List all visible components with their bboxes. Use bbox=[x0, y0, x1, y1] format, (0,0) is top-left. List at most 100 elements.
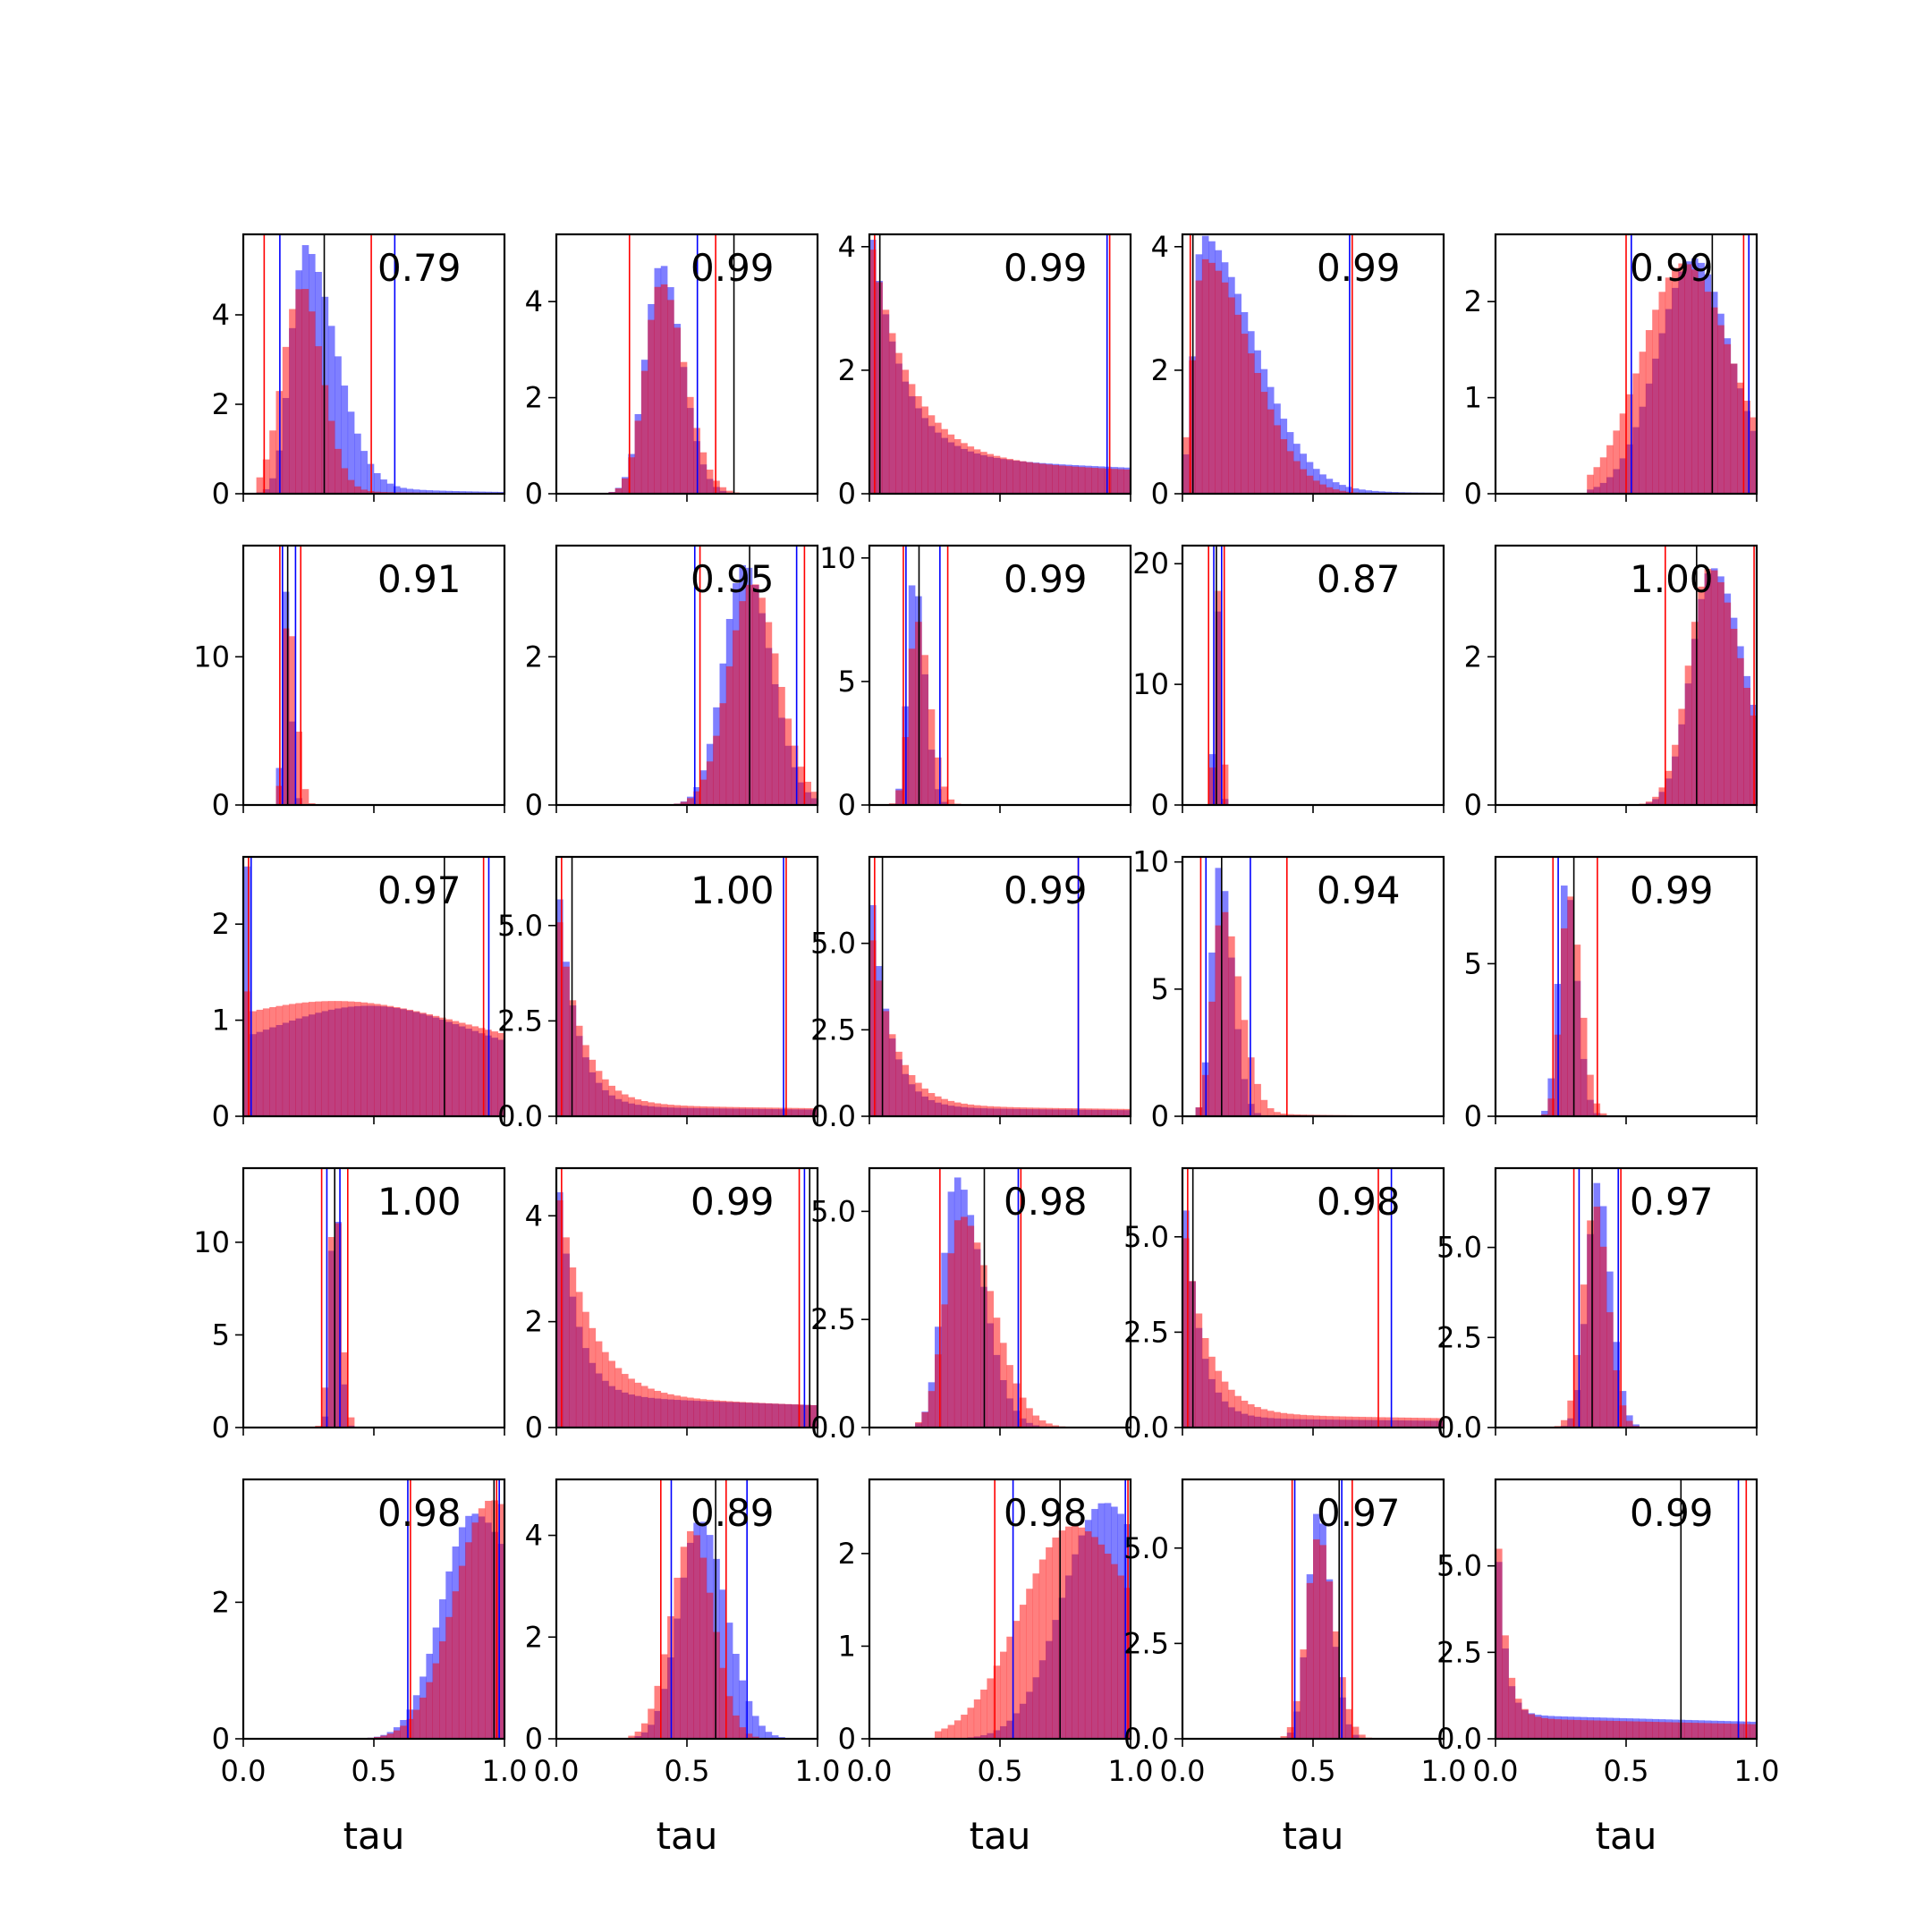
red-histogram-bar bbox=[1300, 469, 1307, 494]
red-histogram-bar bbox=[758, 597, 766, 805]
red-histogram-bar bbox=[1619, 1721, 1627, 1739]
histogram-panel-17: 0 2 4 0.99 bbox=[525, 1166, 819, 1445]
y-tick-label: 2.5 bbox=[810, 1302, 856, 1336]
red-histogram-bar bbox=[706, 1592, 714, 1739]
red-histogram-bar bbox=[445, 1019, 453, 1116]
red-histogram-bar bbox=[660, 1654, 668, 1739]
blue-histogram-bar bbox=[393, 486, 401, 494]
red-histogram-bar bbox=[667, 1394, 674, 1428]
red-histogram-bar bbox=[784, 718, 792, 805]
y-tick-label: 0.0 bbox=[1436, 1722, 1482, 1756]
red-histogram-bar bbox=[1613, 1721, 1620, 1739]
red-histogram-bar bbox=[765, 622, 773, 805]
x-tick-label: 1.0 bbox=[1421, 1754, 1467, 1788]
panel-annotation: 0.98 bbox=[1317, 1180, 1401, 1224]
red-histogram-bar bbox=[1058, 1530, 1066, 1739]
red-histogram-bar bbox=[1599, 457, 1607, 494]
red-histogram-bar bbox=[980, 1106, 987, 1116]
y-tick-label: 0 bbox=[525, 1722, 543, 1756]
red-histogram-bar bbox=[1260, 1409, 1268, 1428]
red-histogram-bar bbox=[243, 991, 250, 1116]
panel-frame bbox=[1494, 1166, 1758, 1429]
red-histogram-bar bbox=[1521, 1708, 1529, 1739]
red-histogram-bar bbox=[921, 1411, 928, 1428]
red-histogram-bar bbox=[465, 1542, 472, 1739]
red-histogram-bar bbox=[902, 1064, 910, 1116]
red-histogram-bar bbox=[739, 1402, 746, 1428]
y-tick-label: 2.5 bbox=[1123, 1626, 1169, 1660]
red-histogram-bar bbox=[1698, 1723, 1705, 1739]
red-histogram-bar bbox=[335, 1001, 342, 1116]
red-histogram-bar bbox=[1026, 462, 1033, 494]
red-histogram-bar bbox=[706, 470, 714, 494]
red-histogram-bar bbox=[295, 289, 302, 494]
panel-annotation: 0.99 bbox=[1630, 246, 1714, 290]
red-histogram-bar bbox=[1241, 334, 1249, 494]
red-histogram-bar bbox=[1065, 1108, 1072, 1116]
red-histogram-bar bbox=[752, 1736, 759, 1739]
red-histogram-bar bbox=[987, 1106, 994, 1116]
panel-frame bbox=[1494, 1478, 1758, 1741]
red-histogram-bar bbox=[961, 1103, 968, 1116]
red-histogram-bar bbox=[1599, 1113, 1607, 1116]
red-histogram-bar bbox=[1013, 1383, 1021, 1428]
red-histogram-bar bbox=[400, 1008, 407, 1116]
red-histogram-bar bbox=[335, 1223, 342, 1428]
red-histogram-bar bbox=[1678, 708, 1685, 805]
red-histogram-bar bbox=[876, 980, 883, 1116]
red-histogram-bar bbox=[895, 790, 902, 805]
red-histogram-bar bbox=[1743, 688, 1750, 805]
y-tick-label: 0.0 bbox=[810, 1411, 856, 1445]
red-histogram-bar bbox=[961, 443, 968, 494]
red-histogram-bar bbox=[458, 1565, 466, 1739]
red-histogram-bar bbox=[354, 1002, 361, 1116]
blue-histogram-bar bbox=[752, 1716, 759, 1739]
red-histogram-bar bbox=[1365, 1417, 1372, 1428]
red-histogram-bar bbox=[1567, 1719, 1574, 1739]
red-histogram-bar bbox=[1339, 1677, 1346, 1739]
histogram-panel-7: 020.95 bbox=[525, 544, 819, 822]
red-histogram-bar bbox=[725, 1696, 733, 1739]
red-histogram-bar bbox=[256, 1009, 264, 1116]
red-histogram-bar bbox=[1058, 1107, 1066, 1116]
y-tick-label: 5 bbox=[1464, 946, 1482, 980]
red-histogram-bar bbox=[687, 1530, 694, 1739]
y-tick-label: 2 bbox=[838, 1537, 856, 1571]
histogram-panel-10: 021.00 bbox=[1464, 544, 1758, 822]
blue-histogram-bar bbox=[1541, 1110, 1548, 1116]
red-histogram-bar bbox=[1339, 1416, 1346, 1428]
red-histogram-bar bbox=[1606, 445, 1614, 494]
red-histogram-bar bbox=[1684, 665, 1692, 805]
red-histogram-bar bbox=[1078, 1108, 1086, 1116]
red-histogram-bar bbox=[347, 1417, 355, 1428]
red-histogram-bar bbox=[628, 457, 635, 494]
blue-histogram-bar bbox=[354, 433, 361, 494]
red-histogram-bar bbox=[1104, 1553, 1112, 1739]
x-axis-label: tau bbox=[1596, 1814, 1657, 1858]
panel-annotation: 0.87 bbox=[1317, 557, 1401, 601]
red-histogram-bar bbox=[1123, 1108, 1131, 1116]
red-histogram-bar bbox=[1274, 1411, 1281, 1428]
blue-histogram-bar bbox=[412, 489, 420, 494]
red-histogram-bar bbox=[1228, 297, 1235, 494]
red-histogram-bar bbox=[1052, 1425, 1059, 1428]
red-histogram-bar bbox=[640, 1723, 648, 1739]
y-tick-label: 0 bbox=[212, 477, 230, 511]
red-histogram-bar bbox=[1038, 463, 1046, 494]
x-tick-label: 1.0 bbox=[482, 1754, 528, 1788]
red-histogram-bar bbox=[1013, 1106, 1021, 1116]
red-histogram-bar bbox=[1228, 936, 1235, 1116]
red-histogram-bar bbox=[1241, 1400, 1249, 1428]
red-histogram-bar bbox=[309, 1002, 316, 1116]
red-histogram-bar bbox=[1587, 1074, 1594, 1116]
red-histogram-bar bbox=[1502, 1635, 1509, 1739]
red-histogram-bar bbox=[1587, 474, 1594, 494]
red-histogram-bar bbox=[752, 584, 759, 805]
red-histogram-bar bbox=[967, 1707, 975, 1739]
y-tick-label: 0 bbox=[1151, 1099, 1169, 1133]
red-histogram-bar bbox=[589, 1059, 597, 1116]
red-histogram-bar bbox=[719, 703, 727, 805]
x-tick-label: 1.0 bbox=[1108, 1754, 1154, 1788]
red-histogram-bar bbox=[967, 1104, 975, 1116]
y-tick-label: 2.5 bbox=[497, 1004, 543, 1038]
